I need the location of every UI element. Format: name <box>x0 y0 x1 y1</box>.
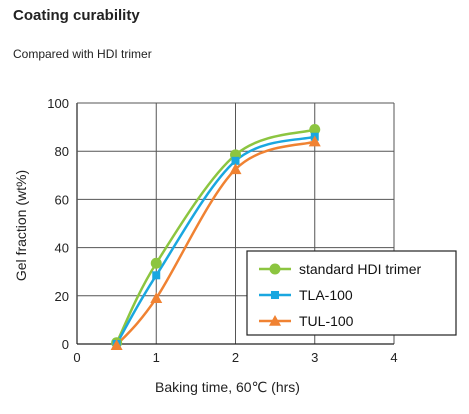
data-point <box>150 292 163 304</box>
x-tick-label: 1 <box>153 350 160 365</box>
x-tick-label: 2 <box>232 350 239 365</box>
y-tick-label: 0 <box>62 337 69 352</box>
y-tick-label: 40 <box>55 241 69 256</box>
series-markers <box>110 124 321 351</box>
chart-subtitle: Compared with HDI trimer <box>13 47 152 61</box>
x-axis-label: Baking time, 60℃ (hrs) <box>155 379 300 395</box>
legend: standard HDI trimer TLA-100 TUL-100 <box>246 250 457 336</box>
data-point <box>229 163 242 175</box>
y-tick-label: 60 <box>55 192 69 207</box>
chart-title: Coating curability <box>13 7 140 24</box>
legend-marker <box>269 315 281 326</box>
x-tick-label: 4 <box>390 350 397 365</box>
legend-label: standard HDI trimer <box>299 261 421 277</box>
legend-label: TLA-100 <box>299 287 353 303</box>
y-tick-label: 20 <box>55 289 69 304</box>
data-point <box>152 271 161 280</box>
y-tick-label: 100 <box>47 96 69 111</box>
y-axis-label: Gel fraction (wt%) <box>13 170 29 281</box>
series-line-2 <box>115 140 316 347</box>
legend-label: TUL-100 <box>299 313 354 329</box>
legend-marker <box>271 291 279 299</box>
series-lines <box>115 128 316 347</box>
data-point <box>231 156 240 165</box>
data-point <box>309 124 321 136</box>
series-line-0 <box>115 128 316 344</box>
data-point <box>110 339 123 351</box>
legend-marker <box>269 263 281 275</box>
y-tick-label: 80 <box>55 144 69 159</box>
x-tick-label: 0 <box>73 350 80 365</box>
data-point <box>150 257 162 269</box>
data-point <box>308 135 321 147</box>
series-line-1 <box>115 135 316 345</box>
x-tick-label: 3 <box>311 350 318 365</box>
